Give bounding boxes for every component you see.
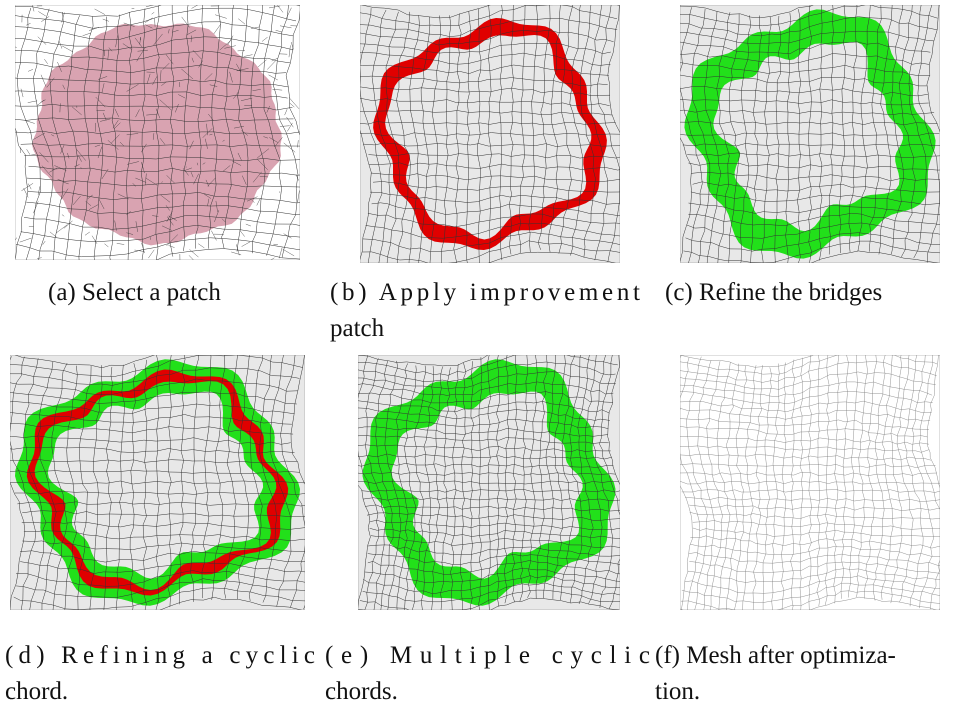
caption: tion. <box>655 678 700 704</box>
caption: chord. <box>5 678 68 704</box>
mesh-panel <box>345 343 633 622</box>
mesh-panel <box>0 343 319 622</box>
mesh-panel <box>1 0 314 272</box>
caption: (a) Select a patch <box>48 279 221 306</box>
caption: patch <box>330 315 385 342</box>
caption: (c) Refine the bridges <box>665 279 882 306</box>
mesh-panel <box>668 0 952 275</box>
caption: (d) Refining a cyclic <box>5 642 315 669</box>
figure: (a) Select a patch (b) Apply improvement p… <box>0 0 962 704</box>
caption: chords. <box>325 678 398 704</box>
mesh-panel <box>667 343 952 623</box>
caption: (f) Mesh after optimiza- <box>655 642 896 669</box>
page: {"panels": [ {"caption": ["(a) Select a … <box>0 0 962 704</box>
mesh-panel <box>348 0 633 275</box>
caption: (b) Apply improvement <box>330 279 640 306</box>
caption: (e) Multiple cyclic <box>325 642 650 669</box>
